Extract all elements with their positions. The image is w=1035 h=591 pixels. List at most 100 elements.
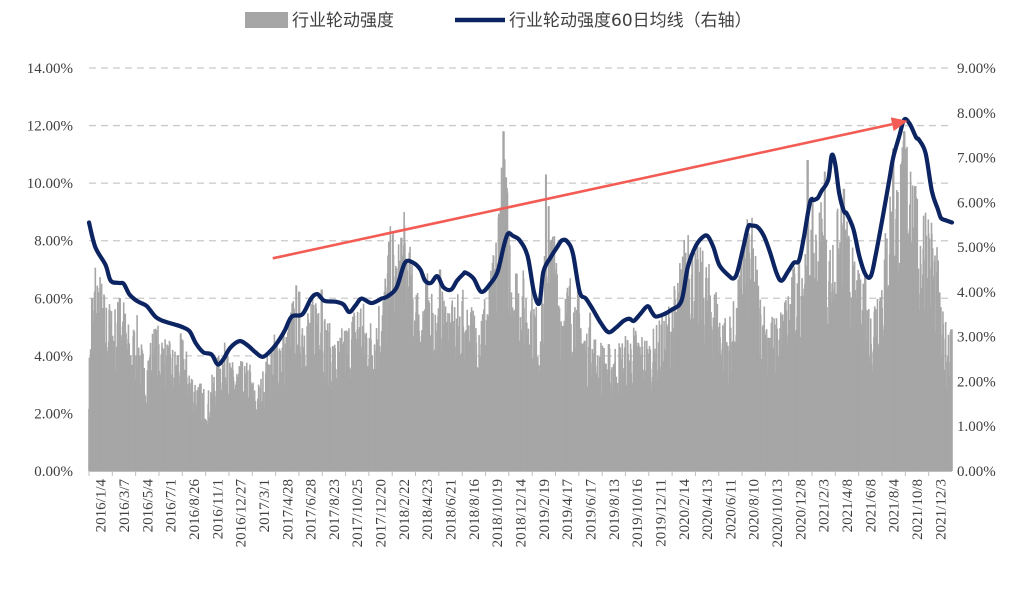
bar <box>606 369 608 471</box>
bar <box>503 159 506 471</box>
trend-arrow-shaft <box>272 122 893 260</box>
bar <box>768 337 771 471</box>
bar <box>125 344 128 471</box>
bar <box>501 199 503 471</box>
bar <box>492 255 495 471</box>
bar <box>691 249 694 471</box>
bar <box>650 381 652 471</box>
bar <box>804 304 807 471</box>
x-axis: 2016/1/4 2016/3/7 2016/5/4 2016/7/1 2016/8/2… <box>88 471 952 547</box>
bar <box>434 350 437 471</box>
x-tick-label: 2017/6/28 <box>304 479 320 540</box>
bar <box>481 314 484 471</box>
bar <box>918 310 920 471</box>
bar <box>448 313 451 471</box>
bar <box>506 192 509 471</box>
bar <box>893 258 895 471</box>
bar <box>531 358 534 471</box>
trend-arrow-head <box>890 117 908 132</box>
bar <box>396 278 398 471</box>
bar <box>942 338 945 471</box>
bar <box>423 309 426 471</box>
bar <box>785 310 788 471</box>
bar <box>145 403 147 471</box>
bar <box>360 346 362 471</box>
y-right-tick-label: 3.00% <box>957 330 996 346</box>
bar <box>139 385 142 471</box>
bar <box>564 298 567 471</box>
bar <box>443 300 445 471</box>
bar <box>664 351 666 471</box>
bar <box>887 285 890 471</box>
legend-swatch-area <box>245 12 288 28</box>
bar <box>393 311 396 471</box>
bar <box>247 397 249 471</box>
bar <box>117 332 119 471</box>
bar <box>724 353 727 471</box>
bar <box>744 258 746 471</box>
bar <box>628 360 630 471</box>
bar <box>316 314 318 471</box>
bar <box>183 369 186 471</box>
bar <box>153 329 155 471</box>
bar <box>216 397 219 471</box>
bar <box>136 369 139 471</box>
bar <box>415 295 418 471</box>
bar <box>838 254 840 471</box>
bar <box>826 323 829 471</box>
bar <box>578 313 581 471</box>
bar <box>854 289 857 471</box>
bar <box>169 374 172 471</box>
bar <box>238 367 241 471</box>
y-right-tick-label: 9.00% <box>957 61 996 77</box>
bar <box>429 335 431 471</box>
bar <box>675 312 677 471</box>
bar <box>895 190 898 471</box>
bar <box>109 309 111 471</box>
bar <box>545 174 547 471</box>
bar <box>390 293 393 471</box>
y-left-tick-label: 14.00% <box>27 61 73 77</box>
bar <box>357 338 360 471</box>
bar <box>810 229 812 471</box>
bar <box>658 320 661 471</box>
bar <box>329 362 332 471</box>
bar <box>813 252 815 471</box>
bar <box>142 353 144 471</box>
x-tick-label: 2020/2/14 <box>677 479 693 540</box>
bar <box>570 323 572 471</box>
bar <box>879 297 882 471</box>
bar <box>451 300 454 471</box>
y-axis-right: 0.00% 1.00% 2.00% 3.00% 4.00% 5.00% 6.00% 7.00%… <box>957 61 996 480</box>
bar <box>324 377 327 471</box>
bar <box>509 317 512 471</box>
y-right-tick-label: 4.00% <box>957 285 996 301</box>
bar <box>890 211 893 471</box>
bar <box>708 264 710 471</box>
bar <box>95 312 97 471</box>
bar <box>929 268 931 471</box>
bar <box>249 381 252 471</box>
bar <box>625 384 628 471</box>
bar <box>630 384 633 471</box>
bar <box>387 241 390 471</box>
x-tick-label: 2016/3/7 <box>117 479 133 533</box>
bar <box>697 259 699 471</box>
bar <box>236 373 238 471</box>
x-tick-label: 2017/4/28 <box>280 479 296 540</box>
bar <box>647 353 650 471</box>
bar <box>849 291 851 471</box>
bar <box>225 383 227 471</box>
bar <box>940 307 942 471</box>
bar <box>437 308 440 471</box>
x-tick-label: 2021/10/8 <box>910 479 926 540</box>
bar <box>335 378 338 471</box>
bar <box>699 320 702 471</box>
x-tick-label: 2021/8/4 <box>887 479 903 533</box>
bar <box>934 331 937 471</box>
bar <box>296 344 299 471</box>
bar <box>951 329 953 471</box>
bar <box>653 352 655 471</box>
bar <box>760 358 763 471</box>
bar <box>898 262 901 471</box>
